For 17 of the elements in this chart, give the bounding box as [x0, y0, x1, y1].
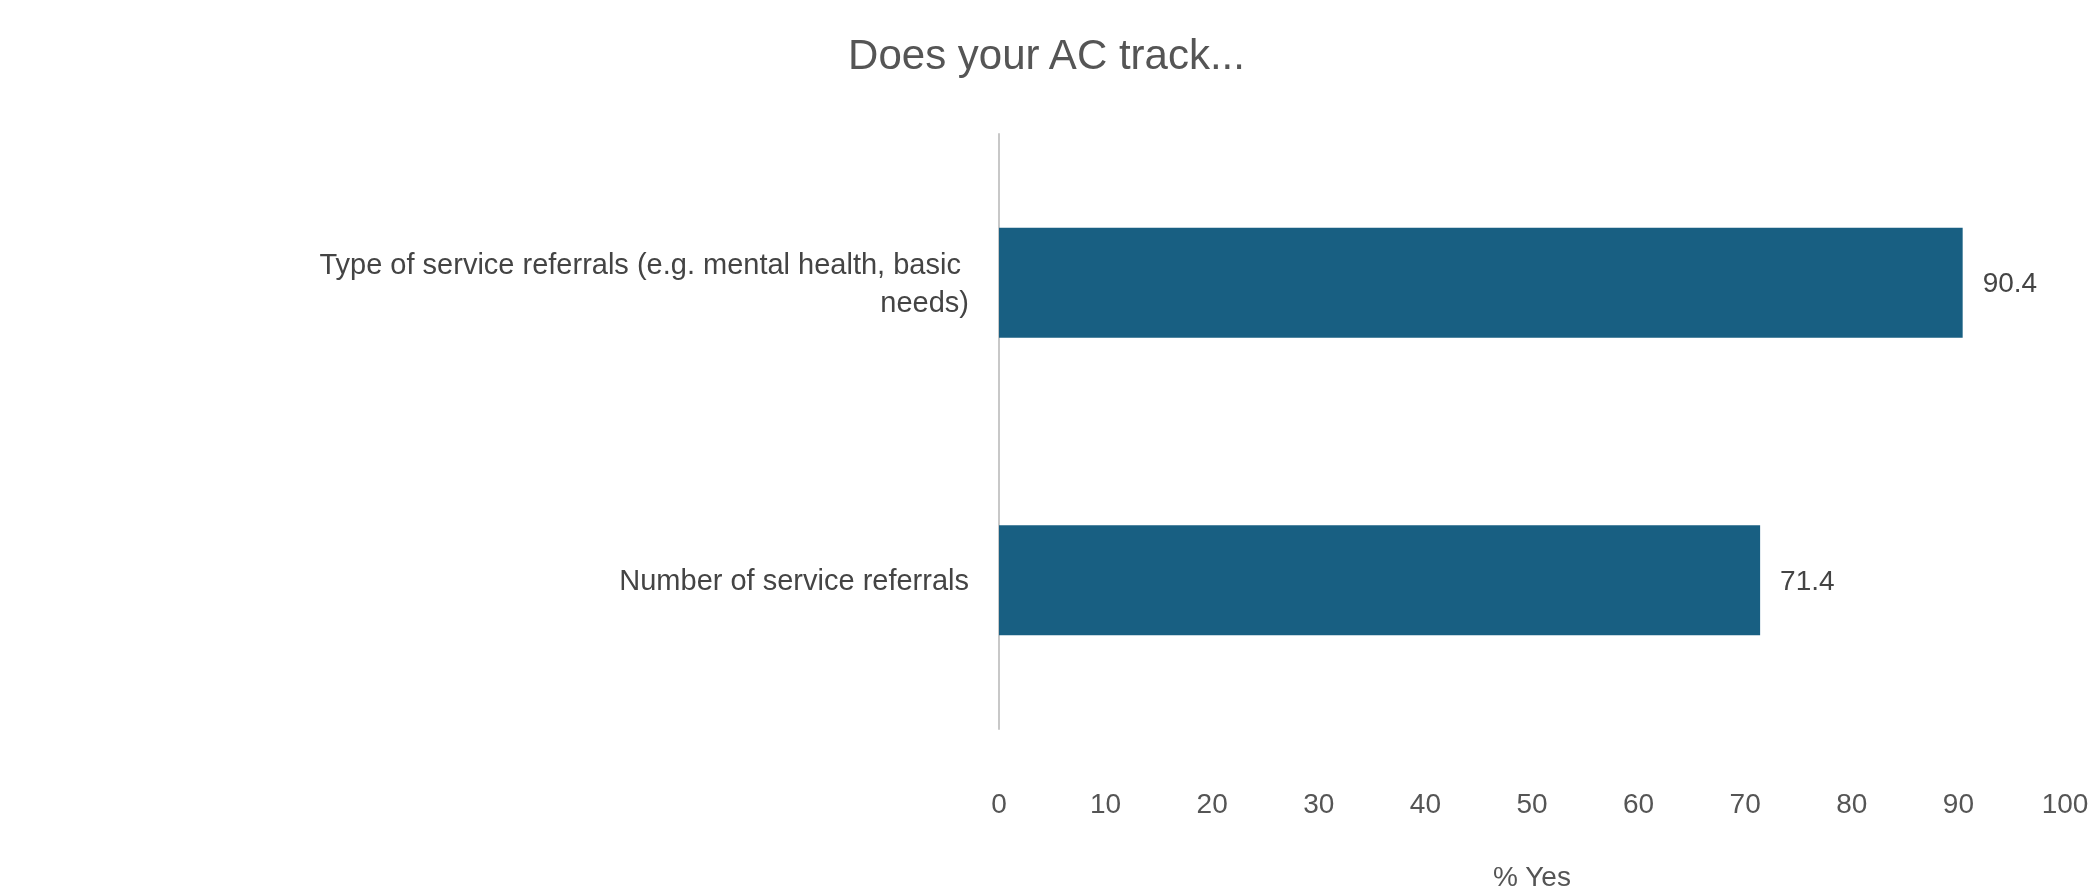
chart-title: Does your AC track...	[848, 30, 1245, 78]
x-tick-label: 100	[2041, 787, 2089, 819]
x-tick-label: 30	[1303, 787, 1335, 819]
x-tick-label: 70	[1729, 787, 1761, 819]
x-tick-label: 90	[1942, 787, 1974, 819]
x-tick-label: 80	[1836, 787, 1868, 819]
x-tick-label: 20	[1196, 787, 1228, 819]
data-label: 71.4	[1780, 564, 1835, 596]
x-tick-label: 40	[1409, 787, 1441, 819]
x-axis-title: % Yes	[1493, 860, 1571, 892]
x-tick-label: 10	[1090, 787, 1122, 819]
x-tick-label: 0	[991, 787, 1007, 819]
y-tick-label: Number of service referrals	[619, 564, 969, 597]
x-tick-label: 60	[1623, 787, 1655, 819]
y-tick-label: Type of service referrals (e.g. mental health, basic needs)	[319, 247, 969, 318]
data-label: 90.4	[1982, 267, 2038, 299]
x-tick-label: 50	[1516, 787, 1548, 819]
